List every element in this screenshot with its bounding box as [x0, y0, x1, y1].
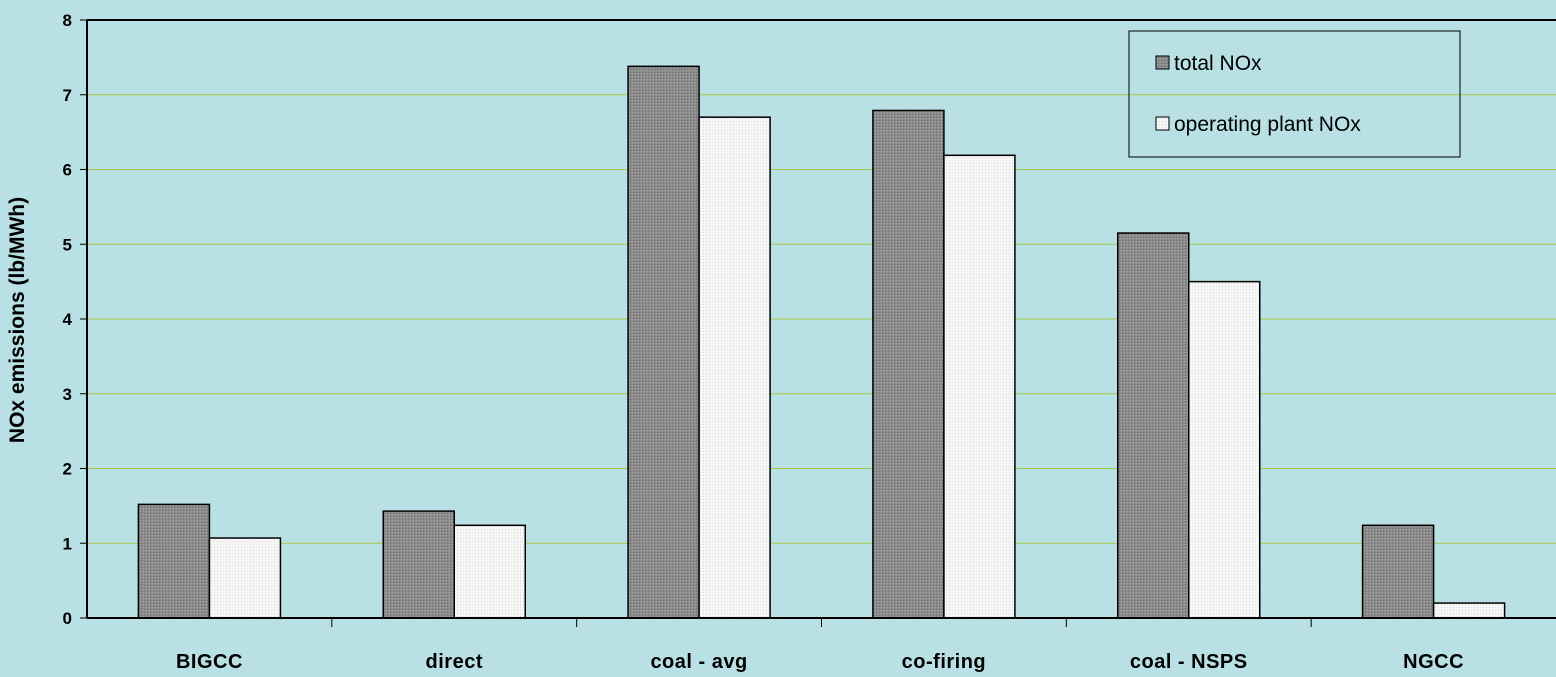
y-tick-labels: 0 1 2 3 4 5 6 7 8 [63, 11, 73, 628]
legend-label-operating-plant-nox: operating plant NOx [1174, 113, 1361, 136]
category-label: NGCC [1403, 651, 1464, 673]
bar-total-nox [627, 65, 700, 619]
bar-operating-plant-nox [453, 524, 526, 619]
category-labels: BIGCC direct coal - avg co-firing coal - NSP… [176, 651, 1464, 673]
y-tick-label: 1 [63, 534, 72, 553]
axes [80, 19, 1556, 627]
bar-operating-plant-nox [1188, 280, 1261, 619]
legend-box [1128, 30, 1461, 158]
y-tick-label: 4 [63, 310, 73, 329]
y-axis-title: NOx emissions (lb/MWh) [6, 197, 29, 443]
category-label: direct [426, 651, 483, 673]
y-tick-label: 3 [63, 385, 72, 404]
category-label: co-firing [902, 651, 987, 673]
legend-swatch-operating-plant-nox [1155, 116, 1170, 131]
y-tick-label: 2 [63, 460, 72, 479]
gridlines [87, 94, 1556, 544]
y-tick-label: 5 [63, 235, 72, 254]
bars [137, 65, 1506, 619]
bar-total-nox [872, 109, 945, 619]
legend: total NOx operating plant NOx [1128, 30, 1461, 158]
bar-total-nox [1117, 232, 1190, 619]
bar-operating-plant-nox [943, 154, 1016, 619]
bar-total-nox [382, 510, 455, 619]
category-label: BIGCC [176, 651, 243, 673]
y-tick-label: 8 [63, 11, 72, 30]
bar-operating-plant-nox [698, 116, 771, 619]
y-tick-label: 6 [63, 161, 72, 180]
y-tick-label: 7 [63, 86, 72, 105]
bar-operating-plant-nox [208, 537, 282, 619]
bar-total-nox [1361, 524, 1435, 619]
category-label: coal - NSPS [1130, 651, 1248, 673]
legend-swatch-total-nox [1155, 55, 1170, 70]
bar-total-nox [137, 503, 211, 619]
bar-operating-plant-nox [1432, 602, 1506, 619]
category-label: coal - avg [650, 651, 747, 673]
legend-label-total-nox: total NOx [1174, 52, 1262, 75]
y-tick-label: 0 [63, 609, 72, 628]
